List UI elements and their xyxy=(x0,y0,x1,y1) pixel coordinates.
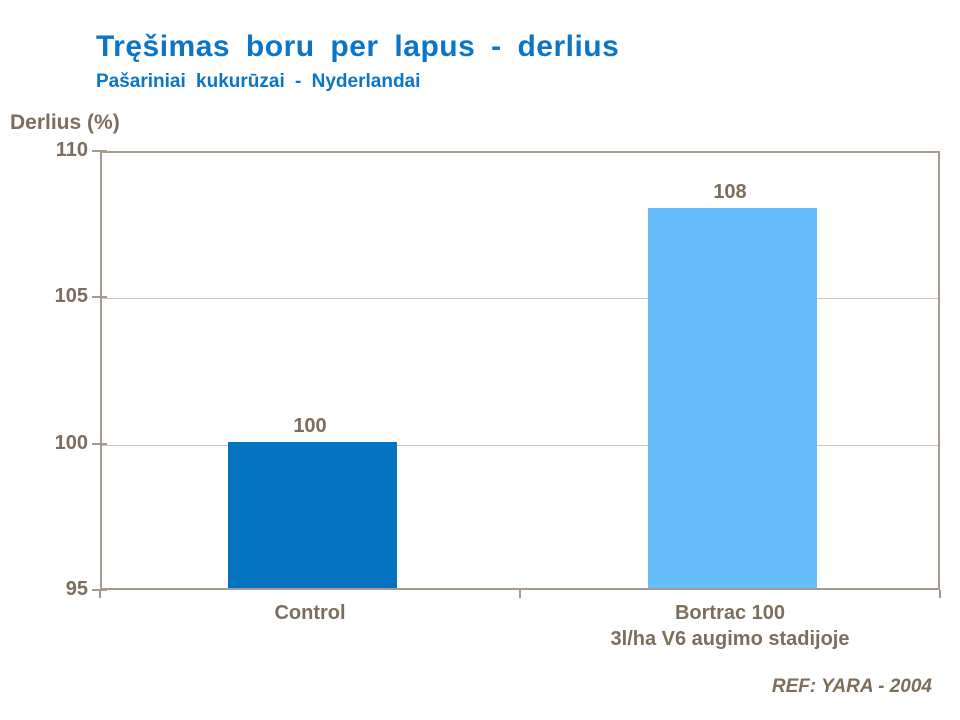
value-label-0: 100 xyxy=(293,414,327,437)
ytick-mark-110 xyxy=(92,150,107,152)
y-axis-title: Derlius (%) xyxy=(10,111,120,134)
chart-title: Tręšimas boru per lapus - derlius xyxy=(96,30,620,63)
ytick-label-95: 95 xyxy=(65,578,88,600)
ytick-label-110: 110 xyxy=(55,139,88,161)
gridline-105 xyxy=(102,298,938,300)
xtick-mark-0 xyxy=(99,590,101,598)
value-label-1: 108 xyxy=(713,180,747,203)
xtick-label-1: Bortrac 100 3l/ha V6 augimo stadijoje xyxy=(610,602,850,650)
plot-area xyxy=(100,151,940,590)
ytick-mark-100 xyxy=(92,442,107,445)
ytick-mark-105 xyxy=(92,296,107,299)
xtick-label-0: Control xyxy=(274,602,346,624)
bar-control xyxy=(227,441,397,588)
reference-note: REF: YARA - 2004 xyxy=(771,676,932,697)
bar-bortrac-100 xyxy=(647,207,817,588)
xtick-mark-1 xyxy=(519,590,521,598)
chart-subtitle: Pašariniai kukurūzai - Nyderlandai xyxy=(96,71,421,92)
gridline-100 xyxy=(102,444,938,446)
xtick-mark-2 xyxy=(939,590,941,598)
ytick-label-100: 100 xyxy=(54,431,88,454)
ytick-label-105: 105 xyxy=(54,285,88,308)
